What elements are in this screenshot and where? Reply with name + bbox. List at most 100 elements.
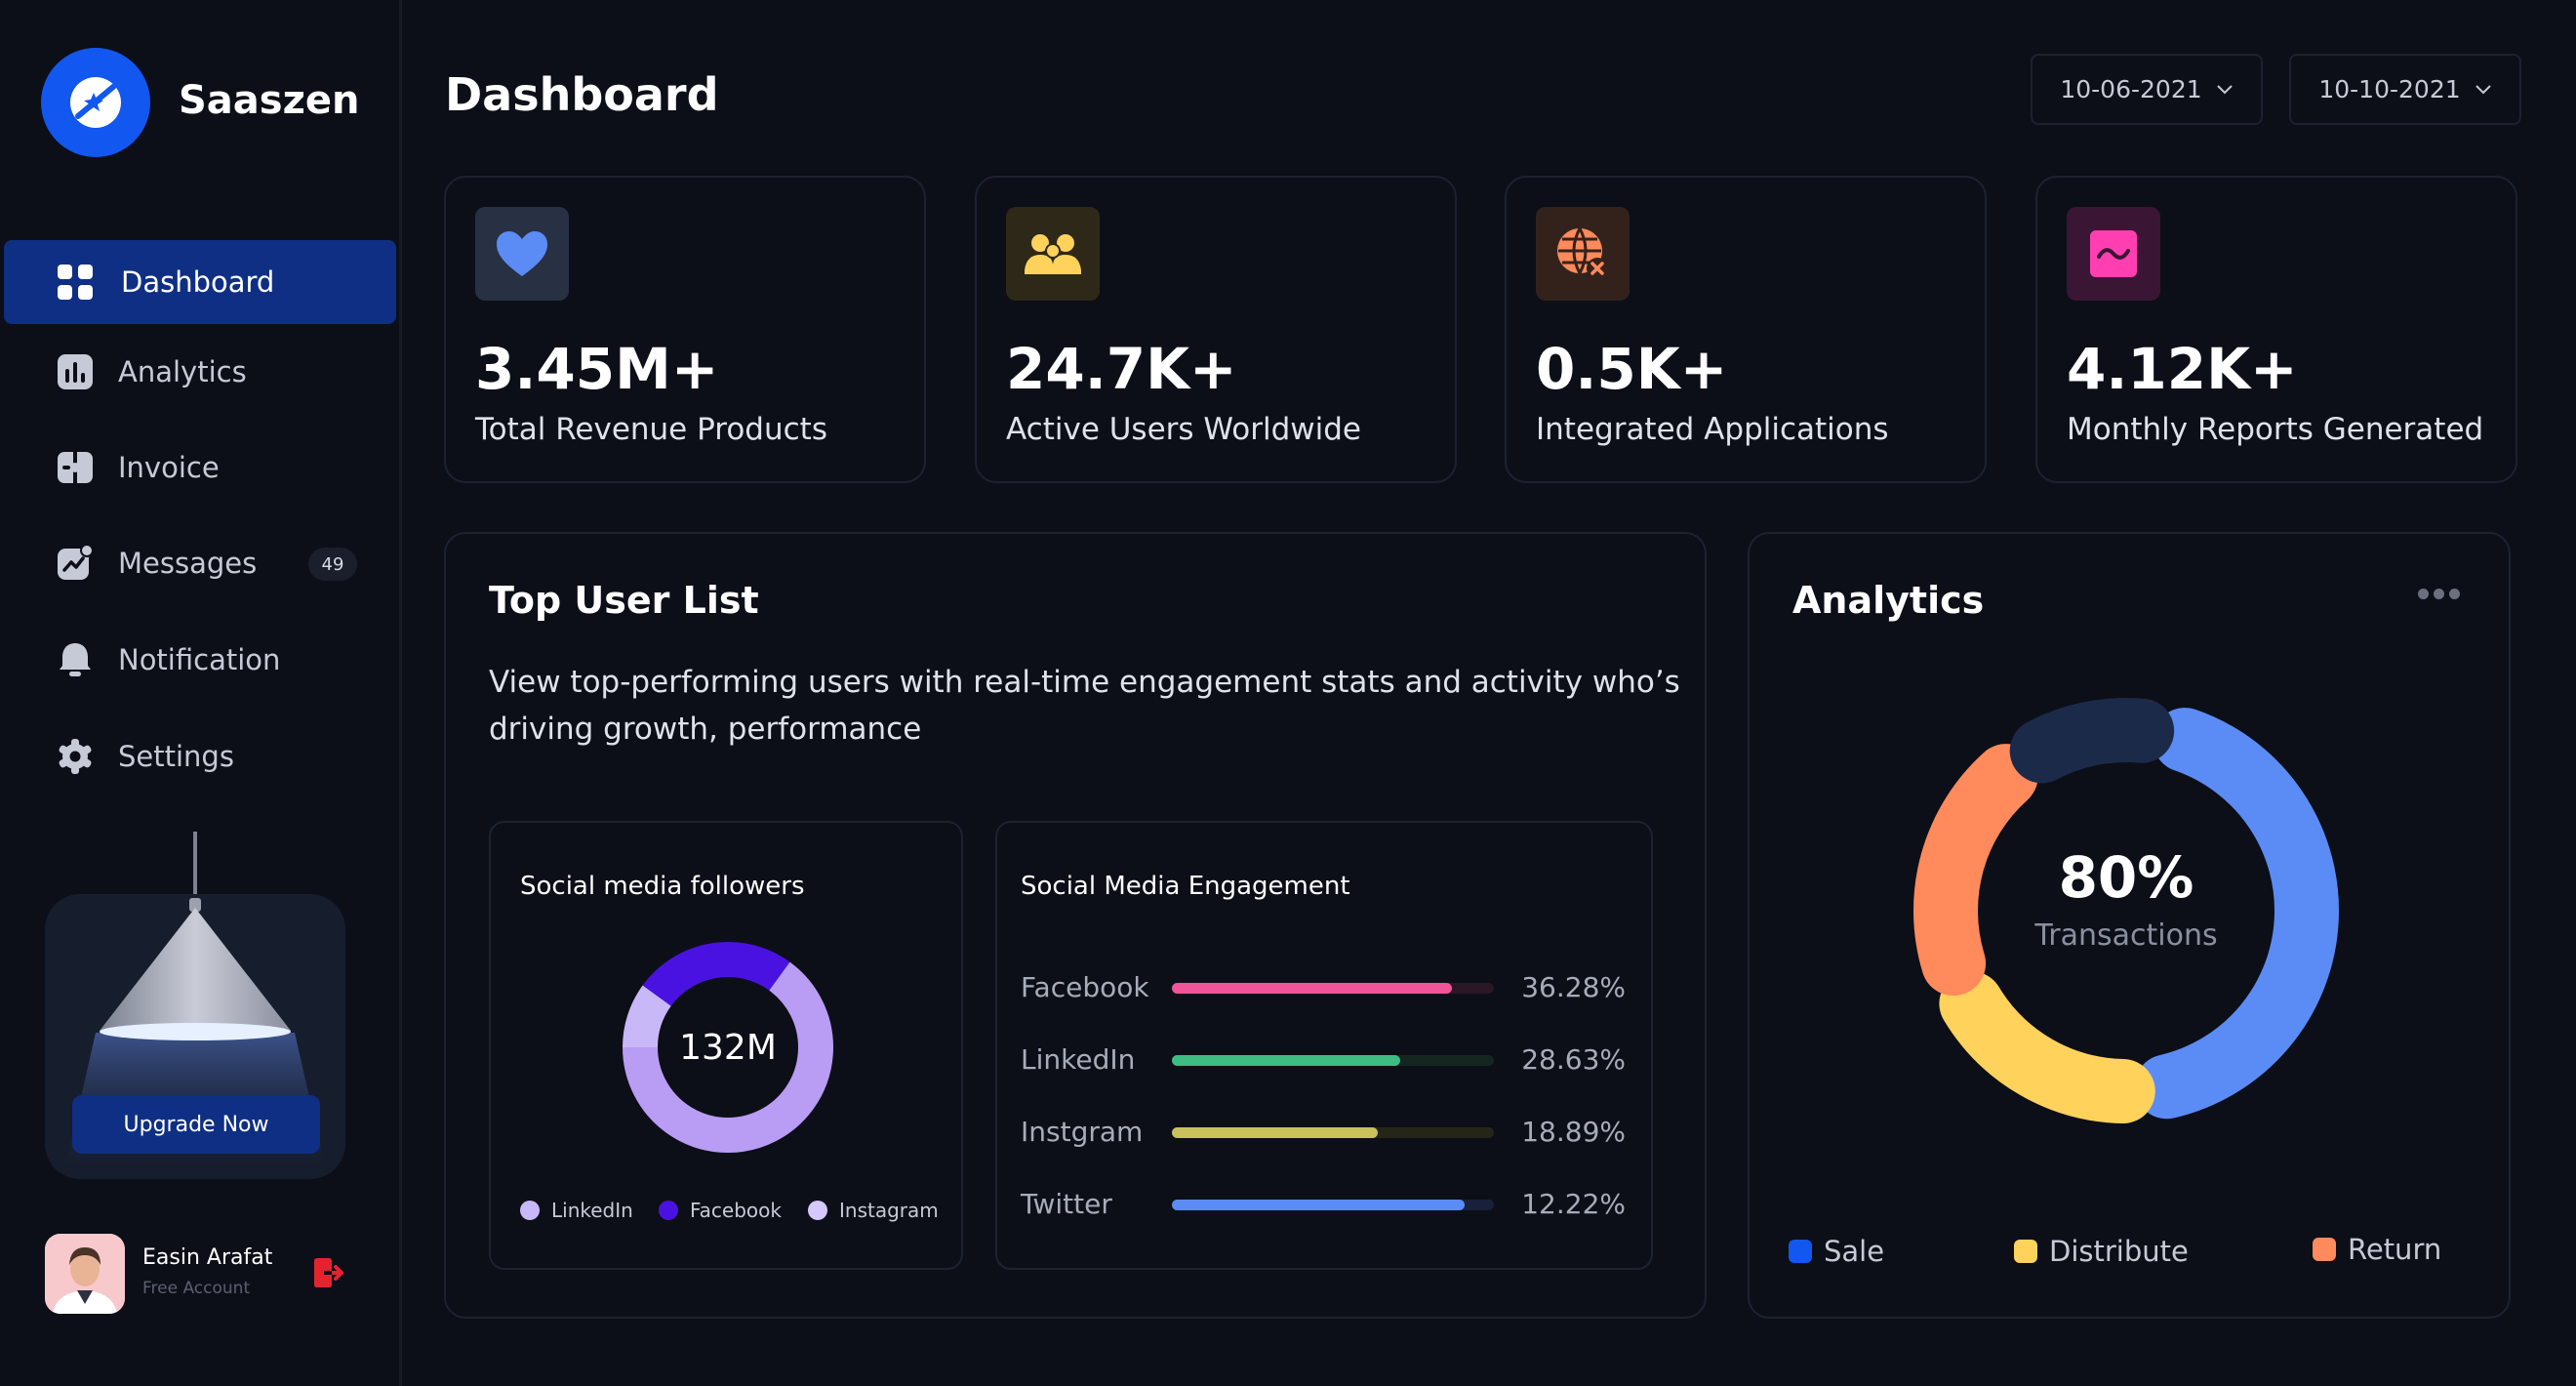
legend-item-linkedin: LinkedIn — [520, 1199, 633, 1222]
legend-item-instagram: Instagram — [808, 1199, 939, 1222]
app-name: Saaszen — [179, 78, 360, 123]
date-to-value: 10-10-2021 — [2318, 75, 2461, 103]
engagement-percent: 18.89% — [1521, 1116, 1626, 1148]
user-name: Easin Arafat — [142, 1245, 273, 1270]
upgrade-card: Upgrade Now — [45, 894, 345, 1179]
analytics-panel: Analytics 80% Transactions Sale Distribu… — [1748, 532, 2511, 1319]
sidebar-item-notification[interactable]: Notification — [4, 618, 396, 702]
grid-icon — [55, 262, 96, 303]
sidebar-item-analytics[interactable]: Analytics — [4, 330, 396, 414]
engagement-bar-track — [1172, 1127, 1494, 1138]
sidebar-item-dashboard[interactable]: Dashboard — [4, 240, 396, 324]
sidebar-item-messages[interactable]: Messages 49 — [4, 521, 396, 605]
sidebar-item-invoice[interactable]: Invoice — [4, 426, 396, 510]
more-options-icon[interactable] — [2418, 589, 2460, 599]
stat-value: 3.45M+ — [475, 336, 719, 402]
sidebar-item-label: Messages — [118, 547, 258, 580]
stat-value: 24.7K+ — [1006, 336, 1237, 402]
followers-donut-chart — [623, 942, 833, 1153]
wave-icon — [2067, 207, 2160, 301]
sidebar-item-label: Dashboard — [121, 265, 275, 299]
engagement-row-twitter: Twitter 12.22% — [1021, 1184, 1626, 1223]
page-title: Dashboard — [445, 68, 719, 121]
trend-chat-icon — [55, 543, 96, 584]
logout-icon — [314, 1258, 343, 1287]
date-from-select[interactable]: 10-06-2021 — [2031, 54, 2263, 125]
engagement-label: Twitter — [1021, 1188, 1112, 1220]
sidebar-item-label: Invoice — [118, 451, 220, 484]
engagement-row-instagram: Instgram 18.89% — [1021, 1112, 1626, 1151]
panel-title: Top User List — [489, 579, 759, 622]
sidebar-item-label: Notification — [118, 643, 281, 676]
date-to-select[interactable]: 10-10-2021 — [2289, 54, 2521, 125]
donut-slice-facebook[interactable] — [642, 942, 790, 1007]
stat-label: Total Revenue Products — [475, 412, 827, 447]
stat-card-revenue[interactable]: 3.45M+ Total Revenue Products — [444, 176, 926, 483]
logo-icon — [70, 77, 121, 128]
sidebar: Saaszen Dashboard Analytics Invoice Mess… — [0, 0, 402, 1386]
stat-label: Monthly Reports Generated — [2067, 412, 2484, 447]
legend-item-sale: Sale — [1789, 1235, 1884, 1268]
stat-card-reports[interactable]: 4.12K+ Monthly Reports Generated — [2035, 176, 2517, 483]
engagement-label: LinkedIn — [1021, 1043, 1136, 1076]
stat-label: Active Users Worldwide — [1006, 412, 1361, 447]
analytics-donut-chart — [1913, 698, 2339, 1123]
stat-value: 4.12K+ — [2067, 336, 2298, 402]
stat-card-users[interactable]: 24.7K+ Active Users Worldwide — [975, 176, 1457, 483]
engagement-bar-track — [1172, 983, 1494, 994]
social-engagement-card: Social Media Engagement Facebook 36.28% … — [995, 821, 1653, 1270]
logo[interactable] — [41, 48, 150, 157]
engagement-label: Facebook — [1021, 971, 1149, 1003]
top-user-list-panel: Top User List View top-performing users … — [444, 532, 1707, 1319]
social-followers-card: Social media followers 132M LinkedIn Fac… — [489, 821, 963, 1270]
engagement-row-facebook: Facebook 36.28% — [1021, 967, 1626, 1006]
gear-icon — [55, 736, 96, 777]
engagement-label: Instgram — [1021, 1116, 1144, 1148]
avatar[interactable] — [45, 1234, 125, 1314]
engagement-bar-fill — [1172, 1200, 1466, 1210]
donut-slice-distribute[interactable] — [1939, 971, 2155, 1123]
engagement-percent: 28.63% — [1521, 1043, 1626, 1076]
stat-label: Integrated Applications — [1536, 412, 1889, 447]
engagement-bar-track — [1172, 1200, 1494, 1210]
messages-count-badge: 49 — [308, 548, 357, 581]
analytics-center-label: Transactions — [2034, 918, 2218, 953]
engagement-bar-fill — [1172, 983, 1453, 994]
legend-item-facebook: Facebook — [659, 1199, 782, 1222]
stat-card-applications[interactable]: 0.5K+ Integrated Applications — [1505, 176, 1987, 483]
engagement-row-linkedin: LinkedIn 28.63% — [1021, 1040, 1626, 1079]
engagement-percent: 36.28% — [1521, 971, 1626, 1003]
invoice-icon — [55, 447, 96, 488]
analytics-center-value: 80% — [2058, 844, 2194, 911]
engagement-bar-track — [1172, 1055, 1494, 1066]
chevron-down-icon — [2216, 84, 2233, 94]
panel-description: View top-performing users with real-time… — [489, 665, 1680, 747]
heart-icon — [475, 207, 569, 301]
sidebar-item-label: Analytics — [118, 355, 247, 388]
avatar-image — [45, 1234, 125, 1314]
donut-slice-linkedin[interactable] — [623, 985, 672, 1048]
upgrade-now-button[interactable]: Upgrade Now — [72, 1095, 320, 1154]
lamp-cord — [193, 832, 197, 900]
donut-slice-return[interactable] — [1913, 744, 2038, 997]
bell-icon — [55, 639, 96, 680]
donut-slice-instagram[interactable] — [623, 961, 833, 1153]
sidebar-item-label: Settings — [118, 740, 234, 773]
card-title: Social media followers — [520, 872, 805, 901]
donut-slice-other[interactable] — [2009, 698, 2175, 784]
donut-slice-sale[interactable] — [2134, 708, 2339, 1120]
users-icon — [1006, 207, 1100, 301]
engagement-bar-fill — [1172, 1127, 1379, 1138]
legend-item-distribute: Distribute — [2014, 1235, 2189, 1268]
bar-chart-icon — [55, 351, 96, 392]
legend-item-return: Return — [2313, 1233, 2441, 1266]
engagement-bar-fill — [1172, 1055, 1401, 1066]
logout-button[interactable] — [310, 1255, 345, 1290]
user-plan: Free Account — [142, 1279, 251, 1298]
date-from-value: 10-06-2021 — [2060, 75, 2202, 103]
followers-total: 132M — [679, 1027, 777, 1068]
chevron-down-icon — [2475, 84, 2491, 94]
stat-value: 0.5K+ — [1536, 336, 1728, 402]
sidebar-item-settings[interactable]: Settings — [4, 714, 396, 798]
engagement-percent: 12.22% — [1521, 1188, 1626, 1220]
